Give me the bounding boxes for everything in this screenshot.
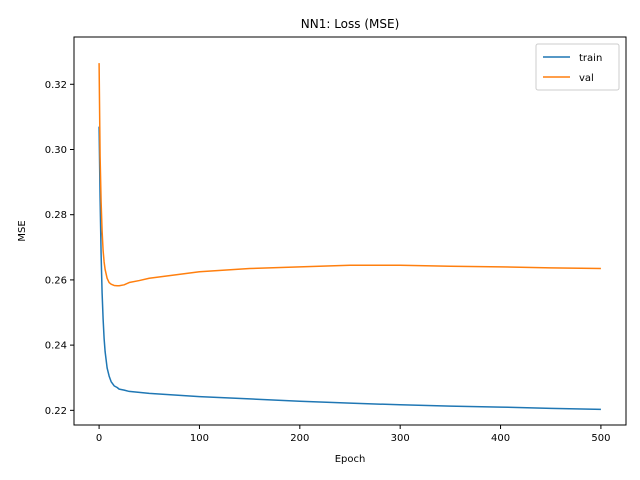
plot-lines — [98, 63, 601, 411]
x-tick-label: 200 — [290, 433, 309, 444]
series-line-train — [98, 126, 601, 411]
y-tick-label: 0.26 — [45, 275, 67, 286]
y-axis-ticks: 0.22 0.24 0.26 0.28 0.30 0.32 — [45, 80, 74, 417]
legend-label-train: train — [579, 53, 602, 64]
y-tick-label: 0.28 — [45, 210, 67, 221]
y-tick-label: 0.24 — [45, 341, 67, 352]
legend-label-val: val — [579, 73, 594, 84]
x-axis-ticks: 0 100 200 300 400 500 — [96, 425, 610, 444]
x-tick-label: 400 — [491, 433, 510, 444]
plot-frame — [73, 36, 627, 426]
y-axis-label: MSE — [17, 220, 28, 241]
legend-box — [535, 43, 620, 91]
x-axis-label: Epoch — [335, 454, 366, 465]
x-tick-label: 100 — [190, 433, 209, 444]
series-line-val — [98, 63, 601, 287]
x-tick-label: 0 — [96, 433, 102, 444]
y-tick-label: 0.22 — [45, 406, 67, 417]
chart-title: NN1: Loss (MSE) — [301, 17, 400, 31]
legend: train val — [535, 43, 620, 91]
y-tick-label: 0.32 — [45, 80, 67, 91]
x-tick-label: 300 — [391, 433, 410, 444]
x-tick-label: 500 — [591, 433, 610, 444]
y-tick-label: 0.30 — [45, 145, 67, 156]
